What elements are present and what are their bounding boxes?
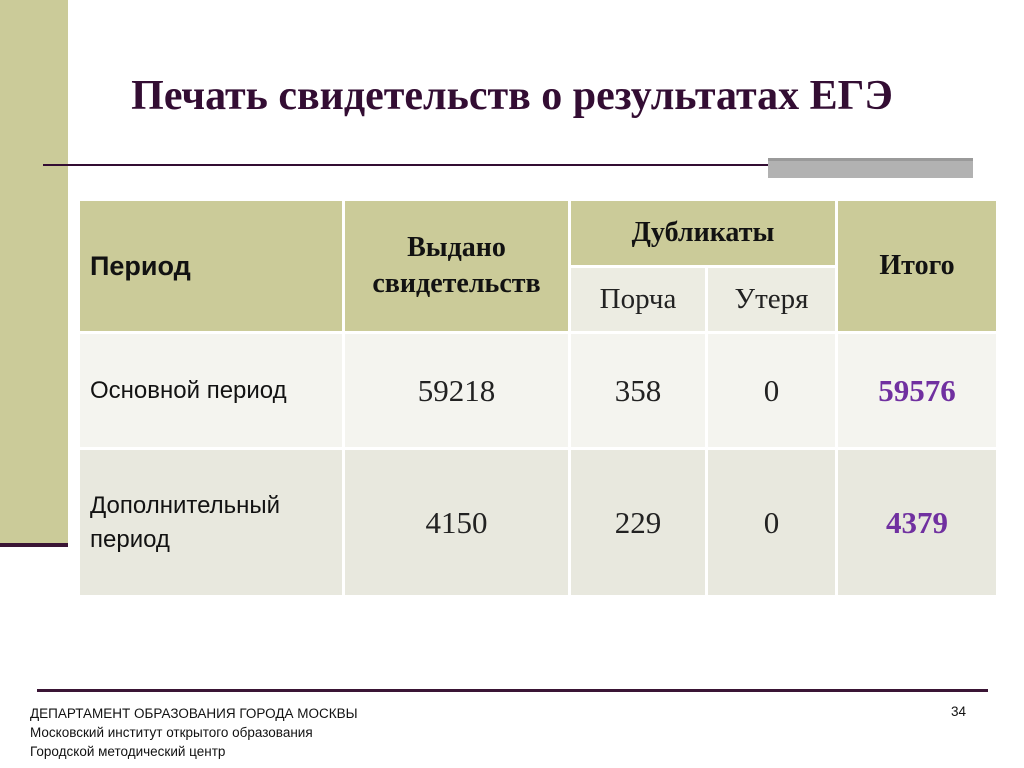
row-period-label: Основной период	[80, 334, 342, 447]
footer-institute: Московский институт открытого образовани…	[30, 725, 313, 740]
header-total: Итого	[838, 201, 996, 331]
row-issued-value: 4150	[345, 450, 568, 595]
row-damage-value: 358	[571, 334, 705, 447]
table-header-row: Период Выдано свидетельств Дубликаты Ито…	[80, 201, 996, 331]
table-row: Дополнительный период 4150 229 0 4379	[80, 450, 996, 595]
row-total-value: 59576	[838, 334, 996, 447]
table-subheader-row: Порча Утеря	[80, 267, 996, 331]
row-loss-value: 0	[708, 450, 835, 595]
page-number: 34	[950, 704, 966, 719]
table-row: Основной период 59218 358 0 59576	[80, 334, 996, 447]
header-period: Период	[80, 201, 342, 331]
results-table: Период Выдано свидетельств Дубликаты Ито…	[77, 198, 999, 598]
left-decor-accent	[0, 543, 68, 547]
row-damage-value: 229	[571, 450, 705, 595]
row-period-label: Дополнительный период	[80, 450, 342, 595]
header-duplicates: Дубликаты	[571, 201, 835, 265]
subheader-loss: Утеря	[708, 267, 835, 331]
footer-department: ДЕПАРТАМЕНТ ОБРАЗОВАНИЯ ГОРОДА МОСКВЫ	[30, 706, 358, 721]
title-divider	[43, 164, 973, 166]
title-divider-block	[768, 158, 973, 178]
slide-title: Печать свидетельств о результатах ЕГЭ	[131, 73, 893, 119]
row-total-value: 4379	[838, 450, 996, 595]
row-issued-value: 59218	[345, 334, 568, 447]
footer-center: Городской методический центр	[30, 744, 226, 759]
row-loss-value: 0	[708, 334, 835, 447]
header-issued: Выдано свидетельств	[345, 201, 568, 331]
footer: ДЕПАРТАМЕНТ ОБРАЗОВАНИЯ ГОРОДА МОСКВЫ Мо…	[30, 704, 358, 761]
left-decor-band	[0, 0, 68, 546]
subheader-damage: Порча	[571, 267, 705, 331]
footer-divider	[37, 689, 988, 692]
